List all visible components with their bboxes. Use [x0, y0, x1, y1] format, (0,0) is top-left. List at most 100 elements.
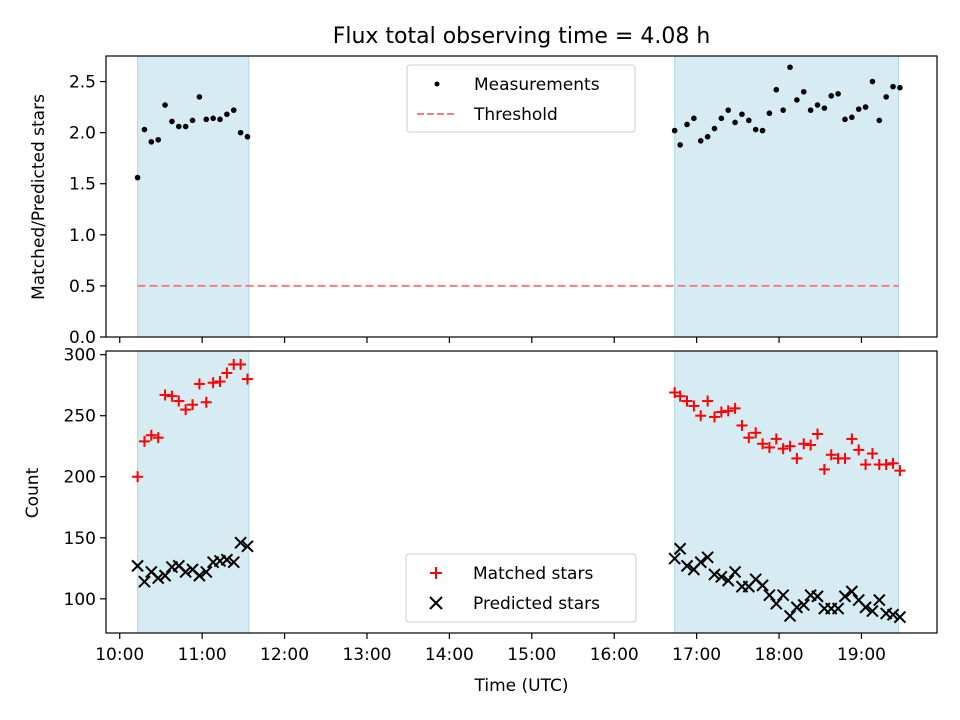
matched-star-point: [702, 395, 714, 407]
matched-star-point: [187, 399, 199, 411]
predicted-star-point: [845, 585, 859, 598]
measurement-point: [718, 115, 725, 122]
x-tick-label: 18:00: [755, 645, 804, 665]
measurement-point: [794, 97, 800, 103]
x-tick-label: 15:00: [507, 645, 556, 665]
matched-star-point: [138, 435, 150, 447]
measurement-point: [869, 78, 876, 85]
measurement-point: [697, 138, 704, 144]
measurement-point: [704, 133, 711, 140]
top-y-tick-label: 0.5: [69, 277, 96, 297]
measurement-point: [746, 117, 752, 124]
measurement-point: [677, 142, 683, 148]
matched-star-point: [812, 428, 824, 440]
predicted-star-point: [756, 579, 769, 592]
bottom-legend: Matched stars Predicted stars: [405, 553, 637, 623]
measurement-point: [807, 107, 814, 113]
x-axis-label: Time (UTC): [474, 676, 569, 696]
top-y-tick-label: 0.0: [69, 328, 96, 348]
measurement-point: [835, 91, 841, 97]
matched-star-point: [866, 448, 878, 460]
matched-star-point: [763, 441, 775, 453]
matched-star-point: [825, 449, 837, 461]
x-tick-label: 17:00: [672, 645, 721, 665]
measurement-point: [883, 94, 889, 100]
predicted-star-point: [234, 536, 247, 549]
measurement-point: [897, 84, 903, 91]
matched-star-point: [152, 432, 164, 444]
bottom-y-tick-label: 150: [64, 529, 96, 549]
legend-measurement-marker: [434, 81, 440, 87]
measurement-point: [780, 107, 786, 113]
predicted-star-point: [811, 590, 824, 603]
top-y-tick-label: 1.0: [69, 226, 96, 246]
bottom-observing-window-1: [674, 350, 900, 634]
legend-matched-marker: [430, 567, 442, 579]
matched-star-point: [674, 390, 686, 402]
matched-star-point: [880, 459, 892, 471]
measurement-point: [711, 125, 718, 132]
legend-measurements-label: Measurements: [474, 75, 600, 95]
bottom-y-tick-label: 250: [64, 407, 96, 427]
predicted-star-point: [179, 565, 192, 579]
top-y-tick-label: 2.0: [69, 124, 96, 144]
predicted-star-point: [701, 551, 714, 564]
measurement-point: [766, 110, 773, 117]
measurement-point: [787, 64, 793, 71]
predicted-star-point: [138, 575, 151, 588]
measurement-point: [759, 127, 766, 134]
measurement-point: [189, 117, 196, 124]
measurement-point: [210, 115, 216, 122]
measurement-point: [855, 106, 862, 112]
matched-star-point: [681, 395, 693, 407]
bottom-y-tick-label: 100: [64, 590, 96, 610]
predicted-star-point: [886, 608, 900, 621]
top-plot: 0.0 0.5 1.0 1.5 2.0 2.5: [69, 55, 938, 348]
predicted-star-point: [893, 610, 907, 624]
measurement-point: [169, 118, 175, 125]
measurement-point: [732, 119, 738, 126]
x-tick-label: 16:00: [590, 645, 639, 665]
matched-star-point: [791, 452, 803, 464]
matched-star-point: [777, 443, 789, 455]
top-y-tick-label: 1.5: [69, 175, 96, 195]
predicted-star-point: [763, 588, 776, 602]
x-tick-label: 11:00: [178, 645, 227, 665]
x-tick-label: 14:00: [425, 645, 474, 665]
top-y-axis-label: Matched/Predicted stars: [29, 94, 49, 300]
matched-star-point: [805, 439, 817, 451]
measurement-point: [814, 102, 821, 108]
measurement-point: [739, 111, 745, 118]
matched-star-point: [894, 465, 906, 477]
matched-star-point: [241, 373, 253, 385]
chart-title: Flux total observing time = 4.08 h: [333, 24, 711, 49]
matched-star-point: [166, 390, 178, 402]
predicted-star-point: [770, 597, 783, 610]
measurement-point: [800, 88, 807, 95]
predicted-star-point: [680, 559, 694, 573]
measurement-point: [217, 116, 223, 123]
predicted-star-point: [859, 601, 872, 614]
legend-threshold-label: Threshold: [473, 105, 558, 125]
measurement-point: [890, 83, 896, 90]
predicted-star-point: [220, 553, 234, 566]
measurement-point: [849, 114, 855, 121]
measurement-point: [842, 116, 848, 123]
measurement-point: [684, 121, 690, 128]
matched-star-point: [214, 376, 226, 388]
matched-star-point: [729, 402, 741, 414]
measurement-point: [196, 94, 203, 100]
top-legend: Measurements Threshold: [406, 64, 636, 133]
predicted-star-point: [866, 604, 879, 618]
matched-star-point: [736, 419, 748, 431]
predicted-star-point: [715, 570, 728, 584]
measurement-point: [828, 93, 835, 99]
matched-star-point: [695, 410, 707, 422]
matched-star-point: [145, 429, 157, 441]
matched-star-point: [688, 400, 700, 412]
legend-predicted-marker: [429, 596, 443, 610]
measurement-point: [821, 105, 828, 111]
measurement-point: [862, 104, 869, 110]
matched-star-point: [221, 367, 233, 379]
